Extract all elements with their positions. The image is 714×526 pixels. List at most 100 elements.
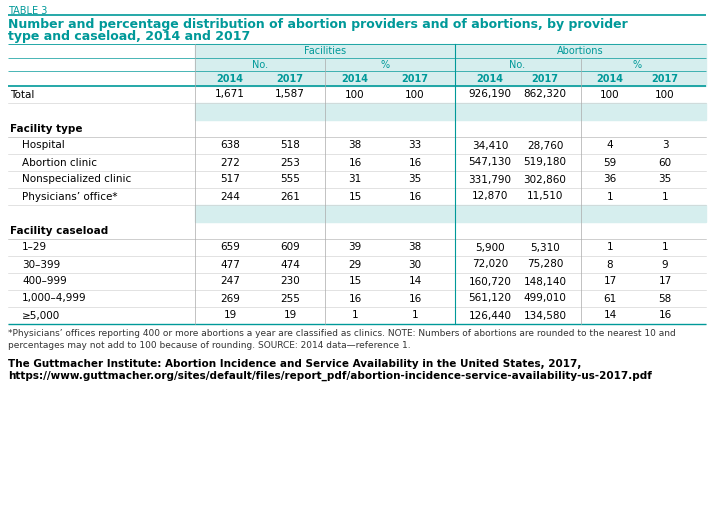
Text: 2014: 2014 xyxy=(341,74,368,84)
Text: Abortions: Abortions xyxy=(557,46,604,56)
Text: 14: 14 xyxy=(603,310,617,320)
Text: 12,870: 12,870 xyxy=(472,191,508,201)
Text: 58: 58 xyxy=(658,294,672,304)
Text: 5,900: 5,900 xyxy=(476,242,505,252)
Text: 1: 1 xyxy=(352,310,358,320)
Bar xyxy=(195,71,455,86)
Text: 2014: 2014 xyxy=(476,74,503,84)
Text: 16: 16 xyxy=(408,294,422,304)
Text: %: % xyxy=(381,59,390,69)
Text: 926,190: 926,190 xyxy=(468,89,511,99)
Text: 100: 100 xyxy=(600,89,620,99)
Text: 16: 16 xyxy=(348,157,361,167)
Text: 474: 474 xyxy=(280,259,300,269)
Text: 33: 33 xyxy=(408,140,422,150)
Text: 477: 477 xyxy=(220,259,240,269)
Text: 36: 36 xyxy=(603,175,617,185)
Text: 1: 1 xyxy=(412,310,418,320)
Text: 255: 255 xyxy=(280,294,300,304)
Text: 1,671: 1,671 xyxy=(215,89,245,99)
Bar xyxy=(455,71,706,86)
Text: 609: 609 xyxy=(280,242,300,252)
Text: 638: 638 xyxy=(220,140,240,150)
Bar xyxy=(195,44,455,58)
Text: 16: 16 xyxy=(348,294,361,304)
Text: 100: 100 xyxy=(655,89,675,99)
Text: Nonspecialized clinic: Nonspecialized clinic xyxy=(22,175,131,185)
Text: 100: 100 xyxy=(345,89,365,99)
Text: 29: 29 xyxy=(348,259,361,269)
Text: 28,760: 28,760 xyxy=(527,140,563,150)
Text: 38: 38 xyxy=(408,242,422,252)
Text: 555: 555 xyxy=(280,175,300,185)
Text: 11,510: 11,510 xyxy=(527,191,563,201)
Text: 59: 59 xyxy=(603,157,617,167)
Text: 160,720: 160,720 xyxy=(468,277,511,287)
Text: 2014: 2014 xyxy=(596,74,623,84)
Text: 244: 244 xyxy=(220,191,240,201)
Bar xyxy=(455,44,706,58)
Text: 2017: 2017 xyxy=(401,74,428,84)
Text: 15: 15 xyxy=(348,277,361,287)
Text: 1: 1 xyxy=(607,242,613,252)
Text: 16: 16 xyxy=(408,157,422,167)
Text: 547,130: 547,130 xyxy=(468,157,511,167)
Text: 269: 269 xyxy=(220,294,240,304)
Text: ≥5,000: ≥5,000 xyxy=(22,310,60,320)
Text: 1,000–4,999: 1,000–4,999 xyxy=(22,294,86,304)
Text: 126,440: 126,440 xyxy=(468,310,511,320)
Text: 148,140: 148,140 xyxy=(523,277,566,287)
Text: No.: No. xyxy=(509,59,526,69)
Text: 4: 4 xyxy=(607,140,613,150)
Text: 9: 9 xyxy=(662,259,668,269)
Text: 519,180: 519,180 xyxy=(523,157,566,167)
Text: 1: 1 xyxy=(607,191,613,201)
Text: Number and percentage distribution of abortion providers and of abortions, by pr: Number and percentage distribution of ab… xyxy=(8,18,628,31)
Text: 19: 19 xyxy=(223,310,236,320)
Text: 17: 17 xyxy=(603,277,617,287)
Text: 272: 272 xyxy=(220,157,240,167)
Text: 38: 38 xyxy=(348,140,361,150)
Text: 5,310: 5,310 xyxy=(530,242,560,252)
Bar xyxy=(195,58,455,71)
Text: 1–29: 1–29 xyxy=(22,242,47,252)
Text: 302,860: 302,860 xyxy=(523,175,566,185)
Text: 517: 517 xyxy=(220,175,240,185)
Text: https://www.guttmacher.org/sites/default/files/report_pdf/abortion-incidence-ser: https://www.guttmacher.org/sites/default… xyxy=(8,371,652,381)
Text: 2017: 2017 xyxy=(531,74,558,84)
Bar xyxy=(195,205,455,222)
Text: 331,790: 331,790 xyxy=(468,175,511,185)
Text: 2017: 2017 xyxy=(276,74,303,84)
Text: 253: 253 xyxy=(280,157,300,167)
Text: 561,120: 561,120 xyxy=(468,294,511,304)
Text: 30: 30 xyxy=(408,259,421,269)
Text: 1: 1 xyxy=(662,242,668,252)
Text: 518: 518 xyxy=(280,140,300,150)
Text: Physicians’ office*: Physicians’ office* xyxy=(22,191,118,201)
Text: 400–999: 400–999 xyxy=(22,277,66,287)
Text: 35: 35 xyxy=(408,175,422,185)
Text: 230: 230 xyxy=(280,277,300,287)
Text: 1: 1 xyxy=(662,191,668,201)
Text: 30–399: 30–399 xyxy=(22,259,60,269)
Text: TABLE 3: TABLE 3 xyxy=(8,6,47,16)
Bar xyxy=(455,205,706,222)
Text: 659: 659 xyxy=(220,242,240,252)
Bar xyxy=(195,103,455,120)
Text: 19: 19 xyxy=(283,310,296,320)
Text: 75,280: 75,280 xyxy=(527,259,563,269)
Text: No.: No. xyxy=(252,59,268,69)
Text: Hospital: Hospital xyxy=(22,140,65,150)
Text: 261: 261 xyxy=(280,191,300,201)
Text: 862,320: 862,320 xyxy=(523,89,566,99)
Text: 14: 14 xyxy=(408,277,422,287)
Text: 39: 39 xyxy=(348,242,361,252)
Text: Facilities: Facilities xyxy=(304,46,346,56)
Text: 34,410: 34,410 xyxy=(472,140,508,150)
Text: 2017: 2017 xyxy=(651,74,678,84)
Text: *Physicians’ offices reporting 400 or more abortions a year are classified as cl: *Physicians’ offices reporting 400 or mo… xyxy=(8,329,675,350)
Text: 2014: 2014 xyxy=(216,74,243,84)
Text: %: % xyxy=(633,59,642,69)
Text: 16: 16 xyxy=(408,191,422,201)
Text: Facility caseload: Facility caseload xyxy=(10,226,109,236)
